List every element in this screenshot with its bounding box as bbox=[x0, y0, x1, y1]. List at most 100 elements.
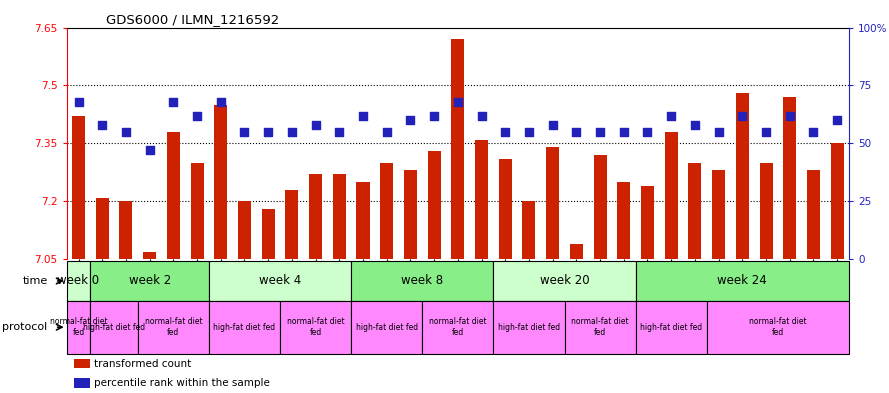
Bar bbox=[91, 301, 138, 354]
Bar bbox=[736, 93, 749, 259]
Bar bbox=[190, 163, 204, 259]
Point bbox=[237, 129, 252, 135]
Bar bbox=[422, 301, 493, 354]
Bar bbox=[380, 163, 393, 259]
Bar bbox=[138, 301, 209, 354]
Bar bbox=[91, 261, 209, 301]
Point bbox=[404, 117, 418, 123]
Bar bbox=[707, 301, 849, 354]
Point bbox=[380, 129, 394, 135]
Point bbox=[213, 99, 228, 105]
Bar bbox=[280, 301, 351, 354]
Bar bbox=[75, 359, 90, 368]
Bar bbox=[570, 244, 583, 259]
Point bbox=[522, 129, 536, 135]
Bar bbox=[75, 378, 90, 388]
Text: high-fat diet fed: high-fat diet fed bbox=[356, 323, 418, 332]
Bar bbox=[523, 201, 535, 259]
Bar bbox=[475, 140, 488, 259]
Bar bbox=[72, 116, 85, 259]
Text: week 2: week 2 bbox=[129, 274, 171, 288]
Point bbox=[498, 129, 512, 135]
Text: high-fat diet fed: high-fat diet fed bbox=[83, 323, 145, 332]
Point bbox=[830, 117, 845, 123]
Point bbox=[190, 112, 204, 119]
Text: transformed count: transformed count bbox=[94, 358, 191, 369]
Bar bbox=[404, 171, 417, 259]
Point bbox=[475, 112, 489, 119]
Point bbox=[308, 122, 323, 128]
Bar bbox=[493, 301, 565, 354]
Bar bbox=[96, 198, 108, 259]
Bar bbox=[688, 163, 701, 259]
Bar bbox=[493, 261, 636, 301]
Point bbox=[759, 129, 773, 135]
Bar bbox=[428, 151, 441, 259]
Point bbox=[332, 129, 347, 135]
Text: week 20: week 20 bbox=[540, 274, 589, 288]
Bar bbox=[641, 186, 654, 259]
Point bbox=[95, 122, 109, 128]
Point bbox=[142, 147, 156, 154]
Bar bbox=[119, 201, 132, 259]
Point bbox=[546, 122, 560, 128]
Bar bbox=[636, 301, 707, 354]
Bar bbox=[452, 39, 464, 259]
Bar bbox=[499, 159, 512, 259]
Point bbox=[593, 129, 607, 135]
Bar bbox=[712, 171, 725, 259]
Bar bbox=[214, 105, 228, 259]
Text: week 8: week 8 bbox=[401, 274, 444, 288]
Bar bbox=[261, 209, 275, 259]
Bar bbox=[209, 261, 351, 301]
Bar bbox=[807, 171, 820, 259]
Point bbox=[569, 129, 583, 135]
Point bbox=[166, 99, 180, 105]
Bar bbox=[285, 190, 299, 259]
Text: normal-fat diet
fed: normal-fat diet fed bbox=[145, 317, 202, 337]
Point bbox=[688, 122, 702, 128]
Text: week 24: week 24 bbox=[717, 274, 767, 288]
Text: normal-fat diet
fed: normal-fat diet fed bbox=[572, 317, 629, 337]
Text: normal-fat diet
fed: normal-fat diet fed bbox=[749, 317, 806, 337]
Bar bbox=[617, 182, 630, 259]
Bar bbox=[565, 301, 636, 354]
Point bbox=[451, 99, 465, 105]
Bar bbox=[238, 201, 251, 259]
Bar bbox=[351, 301, 422, 354]
Text: percentile rank within the sample: percentile rank within the sample bbox=[94, 378, 270, 388]
Point bbox=[782, 112, 797, 119]
Point bbox=[427, 112, 441, 119]
Bar bbox=[636, 261, 849, 301]
Point bbox=[806, 129, 821, 135]
Point bbox=[261, 129, 276, 135]
Point bbox=[735, 112, 749, 119]
Point bbox=[71, 99, 85, 105]
Bar bbox=[351, 261, 493, 301]
Text: normal-fat diet
fed: normal-fat diet fed bbox=[50, 317, 108, 337]
Bar bbox=[830, 143, 844, 259]
Bar bbox=[67, 261, 91, 301]
Text: GDS6000 / ILMN_1216592: GDS6000 / ILMN_1216592 bbox=[106, 13, 279, 26]
Text: week 0: week 0 bbox=[58, 274, 100, 288]
Text: high-fat diet fed: high-fat diet fed bbox=[640, 323, 702, 332]
Bar bbox=[143, 252, 156, 259]
Point bbox=[640, 129, 654, 135]
Point bbox=[119, 129, 133, 135]
Bar bbox=[167, 132, 180, 259]
Text: normal-fat diet
fed: normal-fat diet fed bbox=[287, 317, 344, 337]
Bar bbox=[209, 301, 280, 354]
Text: time: time bbox=[22, 276, 48, 286]
Point bbox=[356, 112, 370, 119]
Point bbox=[284, 129, 299, 135]
Bar bbox=[309, 174, 322, 259]
Bar bbox=[546, 147, 559, 259]
Text: normal-fat diet
fed: normal-fat diet fed bbox=[429, 317, 486, 337]
Point bbox=[617, 129, 631, 135]
Bar bbox=[332, 174, 346, 259]
Bar bbox=[783, 97, 797, 259]
Text: high-fat diet fed: high-fat diet fed bbox=[498, 323, 560, 332]
Bar bbox=[356, 182, 370, 259]
Text: high-fat diet fed: high-fat diet fed bbox=[213, 323, 276, 332]
Point bbox=[664, 112, 678, 119]
